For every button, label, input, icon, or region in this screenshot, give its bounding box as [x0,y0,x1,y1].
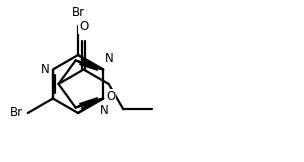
Text: N: N [100,104,109,116]
Text: O: O [106,90,115,103]
Text: N: N [105,52,114,64]
Text: Br: Br [71,6,85,19]
Text: Br: Br [10,106,23,120]
Text: O: O [79,21,88,34]
Text: N: N [41,63,50,76]
